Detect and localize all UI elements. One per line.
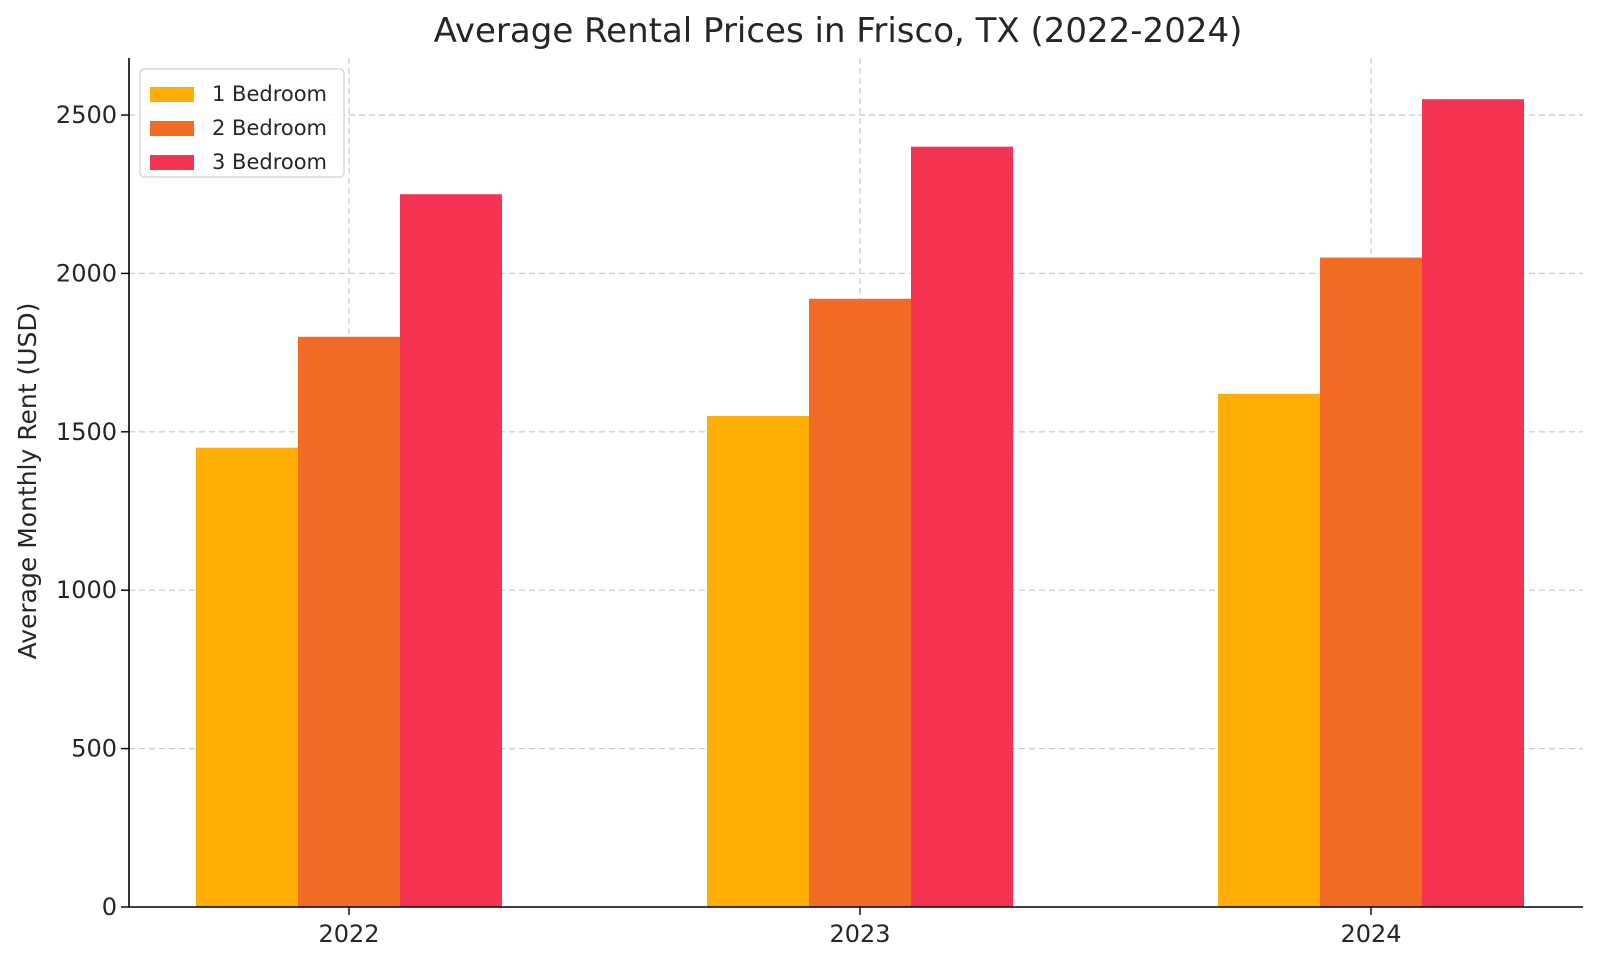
y-tick-label: 500 (71, 735, 117, 763)
tick-labels: 0 500 1000 1500 2000 2500 2022 2023 2024 (56, 101, 1402, 948)
bar-2-bedroom-2024 (1320, 257, 1422, 907)
legend-label: 1 Bedroom (212, 82, 327, 106)
x-tick-label: 2022 (318, 920, 379, 948)
chart-title: Average Rental Prices in Frisco, TX (202… (434, 11, 1243, 51)
axes (121, 58, 1583, 915)
bar-3-bedroom-2023 (911, 146, 1013, 908)
legend-swatch (150, 155, 194, 170)
bar-1-bedroom-2024 (1218, 393, 1320, 908)
legend: 1 Bedroom 2 Bedroom 3 Bedroom (139, 68, 345, 178)
y-tick-label: 0 (102, 893, 117, 921)
legend-swatch (150, 121, 194, 136)
bar-2-bedroom-2023 (809, 298, 911, 907)
bars (196, 99, 1524, 908)
x-tick-label: 2023 (829, 920, 890, 948)
bar-3-bedroom-2024 (1422, 99, 1524, 907)
bar-1-bedroom-2023 (707, 415, 809, 907)
y-tick-label: 1500 (56, 418, 117, 446)
legend-swatch (150, 87, 194, 102)
bar-1-bedroom-2022 (196, 447, 298, 907)
y-tick-label: 2000 (56, 259, 117, 287)
y-tick-label: 1000 (56, 576, 117, 604)
x-tick-label: 2024 (1340, 920, 1401, 948)
bar-3-bedroom-2022 (400, 194, 502, 907)
legend-label: 2 Bedroom (212, 116, 327, 140)
y-axis-label: Average Monthly Rent (USD) (13, 303, 42, 660)
legend-label: 3 Bedroom (212, 150, 327, 174)
bar-2-bedroom-2022 (298, 336, 400, 907)
y-tick-label: 2500 (56, 101, 117, 129)
